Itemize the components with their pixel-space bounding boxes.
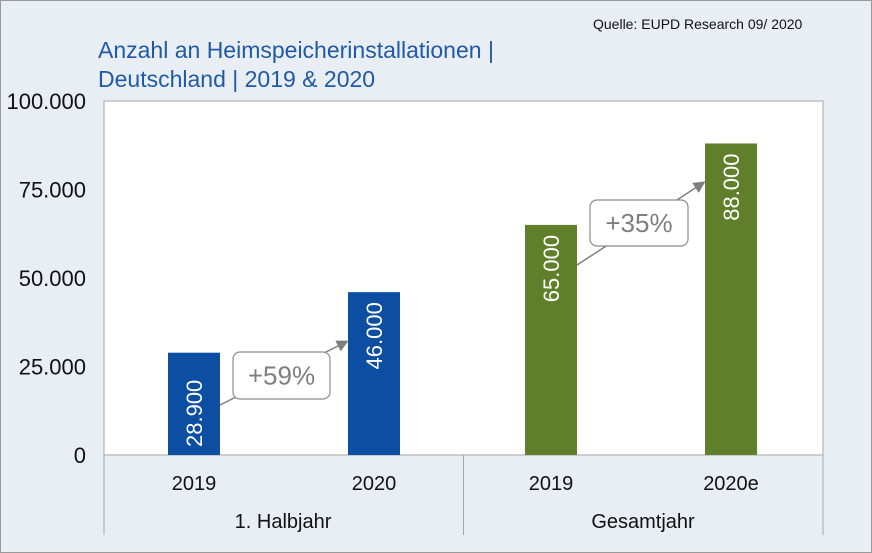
plot-area bbox=[103, 100, 824, 456]
x-tick-label: 2019 bbox=[529, 473, 574, 495]
chart-title: Anzahl an Heimspeicherinstallationen | D… bbox=[98, 36, 494, 94]
bar bbox=[525, 224, 577, 455]
bar-value-label: 65.000 bbox=[539, 235, 564, 302]
y-tick-label: 50.000 bbox=[19, 266, 86, 291]
y-tick-label: 0 bbox=[74, 443, 86, 468]
title-line-1: Anzahl an Heimspeicherinstallationen | bbox=[98, 37, 494, 63]
bar-value-label: 46.000 bbox=[362, 302, 387, 369]
growth-label: +35% bbox=[605, 208, 672, 238]
x-tick-label: 2019 bbox=[172, 473, 217, 495]
x-tick-label: 2020 bbox=[352, 473, 397, 495]
y-tick-label: 100.000 bbox=[6, 89, 86, 114]
title-line-2: Deutschland | 2019 & 2020 bbox=[98, 66, 376, 92]
bar bbox=[705, 143, 757, 456]
bar bbox=[348, 292, 400, 455]
source-note: Quelle: EUPD Research 09/ 2020 bbox=[593, 16, 803, 32]
bar-value-label: 28.900 bbox=[182, 380, 207, 447]
growth-callout bbox=[232, 351, 331, 400]
growth-label: +59% bbox=[248, 361, 315, 391]
y-tick-label: 25.000 bbox=[19, 355, 86, 380]
bar bbox=[168, 352, 220, 455]
growth-callout bbox=[589, 199, 689, 247]
y-tick-label: 75.000 bbox=[19, 178, 86, 203]
bar-value-label: 88.000 bbox=[719, 153, 744, 220]
x-tick-label: 2020e bbox=[703, 473, 759, 495]
x-group-label: Gesamtjahr bbox=[591, 511, 695, 533]
x-group-label: 1. Halbjahr bbox=[235, 511, 332, 533]
